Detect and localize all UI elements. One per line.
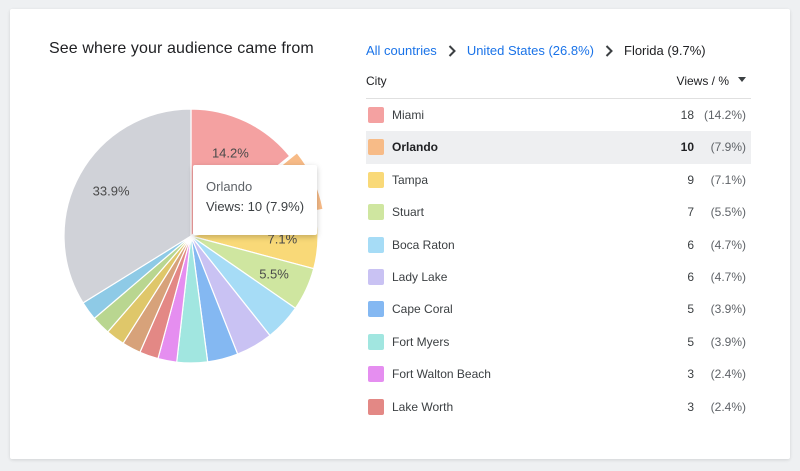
tooltip-views: Views: 10 (7.9%) — [206, 199, 305, 214]
table-row[interactable]: Orlando 10 (7.9%) — [366, 131, 751, 164]
row-views: 10 — [680, 140, 694, 155]
row-percent: (14.2%) — [703, 108, 746, 122]
color-swatch — [368, 301, 384, 318]
row-views: 18 — [680, 108, 694, 122]
row-percent: (5.5%) — [710, 205, 746, 220]
table-row[interactable]: Lake Worth 3 (2.4%) — [366, 391, 751, 423]
row-percent: (3.9%) — [710, 302, 746, 317]
color-swatch — [368, 236, 384, 253]
chevron-right-icon — [600, 44, 618, 57]
row-percent: (4.7%) — [710, 237, 746, 252]
row-views: 7 — [687, 205, 694, 220]
row-views: 5 — [687, 302, 694, 317]
breadcrumb-florida: Florida (9.7%) — [624, 43, 706, 58]
color-swatch — [368, 204, 384, 221]
color-swatch — [368, 333, 384, 350]
color-swatch — [368, 398, 384, 415]
row-views: 6 — [687, 269, 694, 284]
row-percent: (4.7%) — [710, 269, 746, 284]
table-row[interactable]: Miami 18 (14.2%) — [366, 99, 751, 131]
row-city: Orlando — [392, 140, 439, 155]
row-city: Lady Lake — [392, 269, 448, 284]
row-city: Miami — [392, 108, 424, 122]
table-header: City Views / % — [366, 67, 751, 99]
row-views: 9 — [687, 172, 694, 187]
table-row[interactable]: Lady Lake 6 (4.7%) — [366, 261, 751, 293]
table-row[interactable]: Stuart 7 (5.5%) — [366, 196, 751, 228]
sort-down-icon[interactable] — [738, 77, 746, 82]
city-table: Miami 18 (14.2%) Orlando 10 (7.9%) Tampa 9 (7.1%… — [366, 99, 751, 423]
pie-slice-label: 33.9% — [93, 184, 130, 199]
tooltip-city: Orlando — [206, 179, 253, 194]
pie-slice-label: 7.1% — [268, 231, 298, 246]
row-percent: (2.4%) — [710, 367, 746, 382]
color-swatch — [368, 107, 384, 123]
breadcrumb-all-countries[interactable]: All countries — [366, 43, 437, 58]
color-swatch — [368, 139, 384, 156]
chart-tooltip: Orlando Views: 10 (7.9%) — [193, 165, 317, 235]
row-city: Lake Worth — [392, 399, 454, 414]
audience-card: See where your audience came from 14.2% 7… — [10, 9, 790, 459]
chevron-right-icon — [443, 44, 461, 57]
pie-slice-other-14[interactable] — [63, 108, 192, 304]
column-header-views-sort[interactable]: Views / % — [676, 74, 729, 88]
table-row[interactable]: Fort Walton Beach 3 (2.4%) — [366, 358, 751, 390]
row-views: 5 — [687, 334, 694, 349]
row-city: Stuart — [392, 205, 425, 220]
row-city: Fort Walton Beach — [392, 367, 491, 382]
card-title: See where your audience came from — [49, 40, 314, 57]
row-percent: (7.1%) — [710, 172, 746, 187]
table-row[interactable]: Tampa 9 (7.1%) — [366, 164, 751, 196]
pie-slice-label: 5.5% — [259, 266, 289, 281]
row-city: Tampa — [392, 172, 429, 187]
row-views: 3 — [687, 367, 694, 382]
table-row[interactable]: Boca Raton 6 (4.7%) — [366, 229, 751, 261]
table-row[interactable]: Fort Myers 5 (3.9%) — [366, 326, 751, 358]
row-city: Fort Myers — [392, 334, 450, 349]
pie-slice-label: 14.2% — [212, 145, 249, 160]
breadcrumb-united-states[interactable]: United States (26.8%) — [466, 43, 594, 58]
color-swatch — [368, 268, 384, 285]
breadcrumb: All countries United States (26.8%) Flor… — [366, 43, 706, 58]
color-swatch — [368, 171, 384, 188]
row-percent: (7.9%) — [710, 140, 746, 155]
row-percent: (3.9%) — [710, 334, 746, 349]
color-swatch — [368, 366, 384, 383]
row-percent: (2.4%) — [710, 399, 746, 414]
pie-chart: 14.2% 7.1% 5.5% 33.9% — [63, 108, 324, 364]
column-header-city: City — [366, 74, 387, 88]
table-row[interactable]: Cape Coral 5 (3.9%) — [366, 293, 751, 325]
row-views: 6 — [687, 237, 694, 252]
row-city: Cape Coral — [392, 302, 453, 317]
row-city: Boca Raton — [392, 237, 455, 252]
row-views: 3 — [687, 399, 694, 414]
